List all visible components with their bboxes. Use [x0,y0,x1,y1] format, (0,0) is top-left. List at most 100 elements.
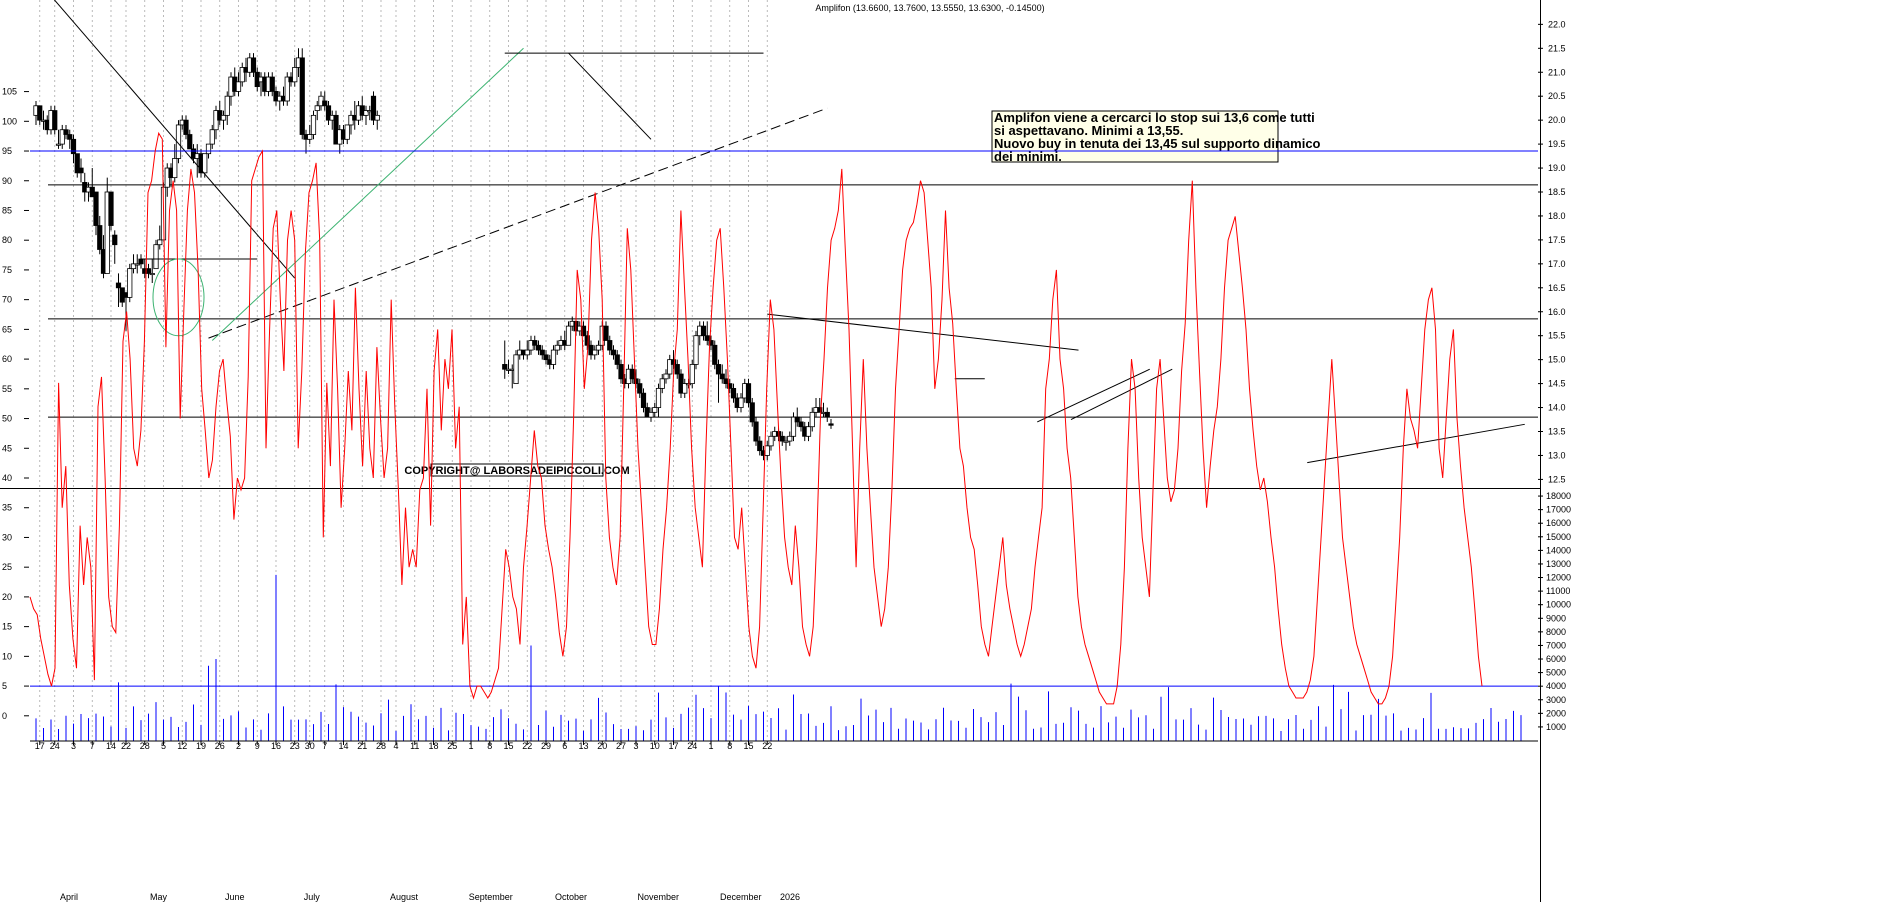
annotation-line-2: si aspettavano. Minimi a 13,55. [994,123,1183,138]
candle-body [817,407,823,413]
price-tick-label: 21.5 [1548,43,1566,53]
candle-body [220,114,227,121]
x-day-label: 26 [215,741,225,751]
x-day-label: 14 [106,741,116,751]
candle-body [730,387,737,399]
candle-body [768,435,774,447]
indicator-tick-label: 60 [2,354,12,364]
indicator-tick-label: 65 [2,324,12,334]
price-tick-label: 15.5 [1548,331,1566,341]
candle-body [138,258,144,265]
candle-body [828,423,834,426]
indicator-tick-label: 5 [2,681,7,691]
indicator-tick-label: 50 [2,414,12,424]
candle-body [655,387,662,408]
x-month-label: May [150,892,168,902]
candle-body [753,421,759,442]
trendline [53,0,296,279]
x-month-label: October [555,892,587,902]
x-day-label: 15 [503,741,513,751]
candle-body [798,421,804,428]
candle-body [172,158,178,179]
price-tick-label: 13.5 [1548,427,1566,437]
copyright-text: COPYRIGHT@ LABORSADEIPICCOLI.COM [404,465,629,477]
x-day-label: 7 [322,741,327,751]
x-day-label: 17 [668,741,678,751]
volume-tick-label: 11000 [1546,586,1570,596]
candle-body [344,124,350,140]
trendline [1070,368,1173,420]
candle-body [708,340,714,346]
candle-body [97,225,103,250]
candle-body [689,364,695,385]
indicator-axis: 0 5 10 15 20 25 30 35 40 45 50 55 60 65 70 75 80 85 90 95 10… [2,87,29,721]
x-day-label: 19 [196,741,206,751]
price-tick-label: 20.0 [1548,115,1566,125]
price-tick-label: 19.0 [1548,163,1566,173]
x-month-label: 2026 [780,892,800,902]
candle-body [93,191,99,226]
candle-body [269,76,275,92]
x-day-label: 24 [687,741,697,751]
volume-tick-label: 15000 [1546,532,1571,542]
candle-body [700,325,707,337]
x-day-label: 3 [71,741,76,751]
candle-body [209,129,215,145]
x-day-label: 22 [121,741,131,751]
candle-body [749,402,755,423]
candle-body [610,349,617,356]
indicator-tick-label: 40 [2,473,12,483]
price-tick-label: 21.0 [1548,67,1566,77]
x-day-label: 30 [305,741,315,751]
volume-tick-label: 7000 [1546,640,1566,650]
candle-body [745,383,752,404]
x-day-label: 8 [727,741,732,751]
copyright-box: COPYRIGHT@ LABORSADEIPICCOLI.COM [404,463,630,477]
candle-body [524,349,530,356]
volume-bars [35,574,1522,741]
x-day-label: 18 [428,741,438,751]
candle-body [239,67,245,83]
candle-body [134,263,140,266]
volume-tick-label: 13000 [1546,559,1571,569]
trendline [208,107,828,339]
candle-body [738,397,744,408]
candle-body [112,234,118,246]
candle-body [603,325,609,341]
x-month-label: April [60,892,78,902]
candle-body [314,105,320,111]
candle-body [824,411,830,418]
x-day-label: 22 [762,741,772,751]
x-month-label: September [469,892,513,902]
candle-body [715,364,722,375]
x-day-label: 10 [650,741,660,751]
candle-body [614,354,620,365]
indicator-tick-label: 100 [2,116,17,126]
x-day-label: 29 [541,741,551,751]
price-tick-label: 13.0 [1548,450,1566,460]
volume-tick-label: 17000 [1546,505,1571,515]
candle-body [648,411,654,418]
candle-body [580,325,587,337]
candle-body [235,81,242,92]
candle-body [104,191,110,274]
candle-body [130,263,137,270]
candle-body [637,383,643,394]
candle-body [284,76,290,102]
candle-body [205,143,212,155]
volume-tick-label: 12000 [1546,573,1571,583]
candle-body [224,95,230,116]
candle-body [550,349,557,365]
price-tick-label: 16.0 [1548,307,1566,317]
candle-body [764,445,770,456]
candle-body [682,383,688,394]
candle-body [723,378,729,384]
indicator-tick-label: 35 [2,503,12,513]
x-day-label: 6 [562,741,567,751]
x-day-label: 28 [376,741,386,751]
x-axis: 17 24 3 7 14 22 28 5 12 19 26 2 9 16 23 30 7 14 21 28 4 11 18 2… [30,740,1538,902]
trendline [568,52,652,140]
candle-body [307,134,313,140]
indicator-tick-label: 70 [2,295,12,305]
annotation-box: Amplifon viene a cercarci lo stop sui 13… [991,110,1321,164]
